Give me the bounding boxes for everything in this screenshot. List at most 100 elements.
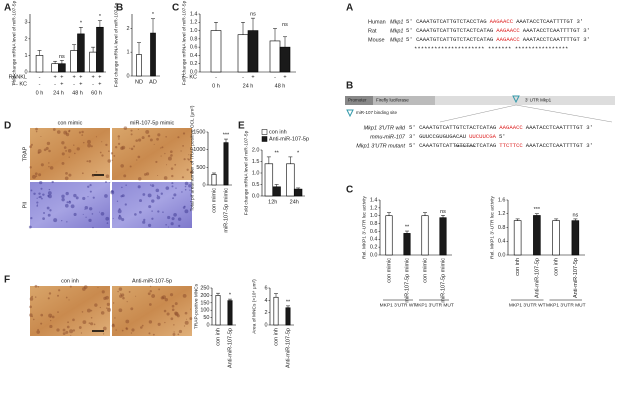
- y-tick-label: 0.0: [252, 193, 260, 199]
- texture-dot: [48, 292, 52, 295]
- texture-dot: [100, 211, 105, 216]
- error-bar: [241, 22, 245, 35]
- x-tick-label: Anti-miR-107-5p: [285, 328, 291, 368]
- texture-dot: [92, 226, 94, 229]
- gene: Mkp1: [390, 37, 403, 43]
- texture-dot: [65, 171, 68, 175]
- texture-dot: [76, 147, 80, 151]
- texture-dot: [82, 141, 85, 144]
- texture-dot: [57, 294, 60, 297]
- sequence-pre: 5' CAAATGTCATTGTCTACTCATAG: [409, 142, 497, 149]
- texture-dot: [91, 213, 94, 215]
- texture-dot: [182, 293, 187, 298]
- texture-dot: [87, 196, 89, 198]
- row-label: RANKL: [9, 74, 27, 80]
- texture-dot: [35, 130, 38, 133]
- error-bar: [137, 42, 141, 55]
- sequence: 5' CAAATGTCATTGTCTACCTAG AAGAACC AAATACCTC…: [406, 18, 583, 25]
- texture-dot: [88, 218, 92, 223]
- significance: ***: [534, 207, 541, 213]
- x-tick-label: con inh: [273, 328, 279, 346]
- error-bar: [53, 60, 58, 64]
- y-tick-label: 0.0: [190, 69, 198, 75]
- error-bar: [59, 60, 64, 64]
- texture-dot: [66, 325, 70, 329]
- x-tick-label: 12h: [268, 199, 277, 205]
- texture-dot: [46, 206, 50, 210]
- texture-dot: [187, 158, 189, 160]
- texture-dot: [48, 165, 50, 168]
- row-sign: +: [79, 74, 82, 80]
- texture-dot: [149, 184, 152, 186]
- texture-dot: [137, 185, 141, 189]
- error-bar: [423, 212, 427, 216]
- texture-dot: [49, 319, 52, 322]
- texture-dot: [184, 181, 189, 186]
- texture-dot: [173, 331, 175, 333]
- row-sign: +: [283, 74, 286, 80]
- y-tick-label: 0.4: [370, 237, 378, 243]
- texture-dot: [145, 172, 150, 176]
- y-tick-label: 6: [264, 285, 267, 291]
- texture-dot: [80, 332, 83, 334]
- texture: [28, 126, 194, 336]
- texture-dot: [181, 176, 185, 179]
- bar: [273, 296, 279, 326]
- texture-dot: [173, 213, 177, 217]
- texture-dot: [84, 205, 89, 210]
- texture-dot: [190, 161, 192, 163]
- texture-dot: [56, 130, 61, 134]
- texture-dot: [28, 225, 32, 229]
- texture-dot: [61, 194, 65, 199]
- y-tick-label: 1.5: [252, 159, 260, 165]
- micrographs: [30, 128, 192, 336]
- x-tick-label: miR-107-5p mimic: [404, 258, 410, 303]
- texture-dot: [68, 299, 70, 301]
- sequence-pre: 5' CAAATGTCATTGTCTACTCATAG: [406, 27, 494, 34]
- texture-dot: [189, 170, 194, 174]
- row-sign: -: [274, 74, 276, 80]
- group-label: MKP1 3'UTR MUT: [546, 302, 586, 308]
- texture-dot: [86, 160, 89, 163]
- row-sign: +: [53, 74, 56, 80]
- texture-dot: [94, 303, 98, 307]
- significance: *: [99, 14, 102, 20]
- texture-dot: [42, 193, 45, 196]
- texture-dot: [39, 195, 42, 199]
- texture-dot: [183, 325, 186, 327]
- texture-dot: [86, 308, 91, 313]
- texture-dot: [188, 184, 192, 188]
- texture-dot: [178, 329, 183, 334]
- texture-dot: [81, 311, 84, 313]
- texture-dot: [134, 213, 137, 216]
- error-bar: [78, 27, 83, 34]
- texture-dot: [164, 297, 169, 302]
- texture-dot: [90, 322, 94, 326]
- row-sign: -: [73, 81, 75, 87]
- texture-dot: [125, 327, 129, 331]
- texture-dot: [37, 328, 39, 331]
- x-tick-label: con mimic: [422, 258, 428, 283]
- error-bar: [288, 156, 293, 164]
- significance: **: [274, 150, 279, 156]
- texture-dot: [113, 154, 116, 157]
- texture-dot: [89, 190, 92, 193]
- texture-dot: [66, 201, 69, 204]
- legend-label: miR-107 binding site: [356, 110, 398, 115]
- bar: [215, 295, 221, 326]
- utr-box: [435, 96, 615, 105]
- error-bar: [151, 18, 155, 34]
- texture-dot: [162, 211, 164, 213]
- y-tick-label: 0.2: [190, 61, 198, 67]
- y-tick-label: 100: [200, 308, 209, 314]
- bar: [533, 215, 541, 256]
- texture-dot: [149, 285, 152, 288]
- texture-dot: [149, 138, 153, 142]
- gene: Mkp1: [390, 19, 403, 25]
- texture-dot: [65, 330, 69, 334]
- row-sign: +: [72, 74, 75, 80]
- texture-dot: [177, 217, 182, 221]
- texture-dot: [147, 223, 152, 227]
- panel-label: C: [346, 185, 353, 196]
- row-sign: +: [79, 81, 82, 87]
